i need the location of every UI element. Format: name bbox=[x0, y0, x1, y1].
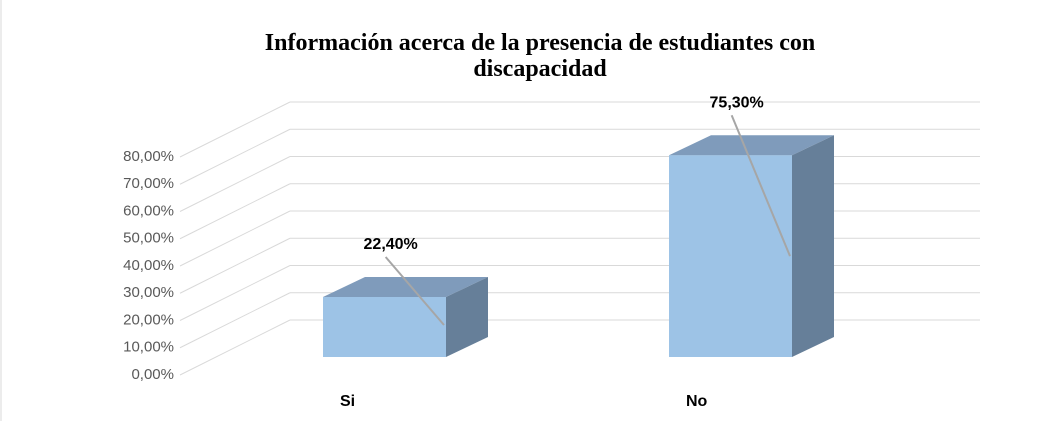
y-tick-label: 30,00% bbox=[123, 284, 174, 301]
y-tick-label: 70,00% bbox=[123, 175, 174, 192]
y-tick-label: 20,00% bbox=[123, 311, 174, 328]
data-label: 22,40% bbox=[364, 236, 418, 253]
x-tick-label: Si bbox=[340, 393, 355, 410]
y-tick-label: 10,00% bbox=[123, 339, 174, 356]
y-tick-label: 40,00% bbox=[123, 257, 174, 274]
grid-line bbox=[179, 128, 291, 185]
chart-title: Información acerca de la presencia de es… bbox=[265, 30, 815, 82]
y-tick-label: 0,00% bbox=[131, 366, 174, 383]
y-tick-label: 80,00% bbox=[123, 148, 174, 165]
grid-line bbox=[179, 237, 291, 294]
y-tick-label: 60,00% bbox=[123, 202, 174, 219]
bar-side bbox=[792, 135, 834, 357]
grid-line bbox=[179, 101, 291, 158]
grid-line bbox=[179, 156, 291, 212]
bar-top bbox=[323, 276, 488, 297]
bar-top bbox=[669, 135, 834, 156]
grid-line bbox=[179, 210, 291, 267]
bar-side bbox=[446, 276, 488, 357]
grid-line bbox=[179, 265, 291, 321]
leader-line bbox=[384, 256, 445, 326]
data-label: 75,30% bbox=[710, 94, 764, 111]
leader-line bbox=[730, 114, 791, 257]
bar-front bbox=[669, 155, 792, 357]
grid-line bbox=[179, 319, 291, 376]
bar-front bbox=[323, 296, 446, 357]
grid-line bbox=[179, 183, 291, 240]
x-tick-label: No bbox=[686, 393, 708, 410]
grid-line bbox=[179, 292, 291, 349]
y-tick-label: 50,00% bbox=[123, 230, 174, 247]
